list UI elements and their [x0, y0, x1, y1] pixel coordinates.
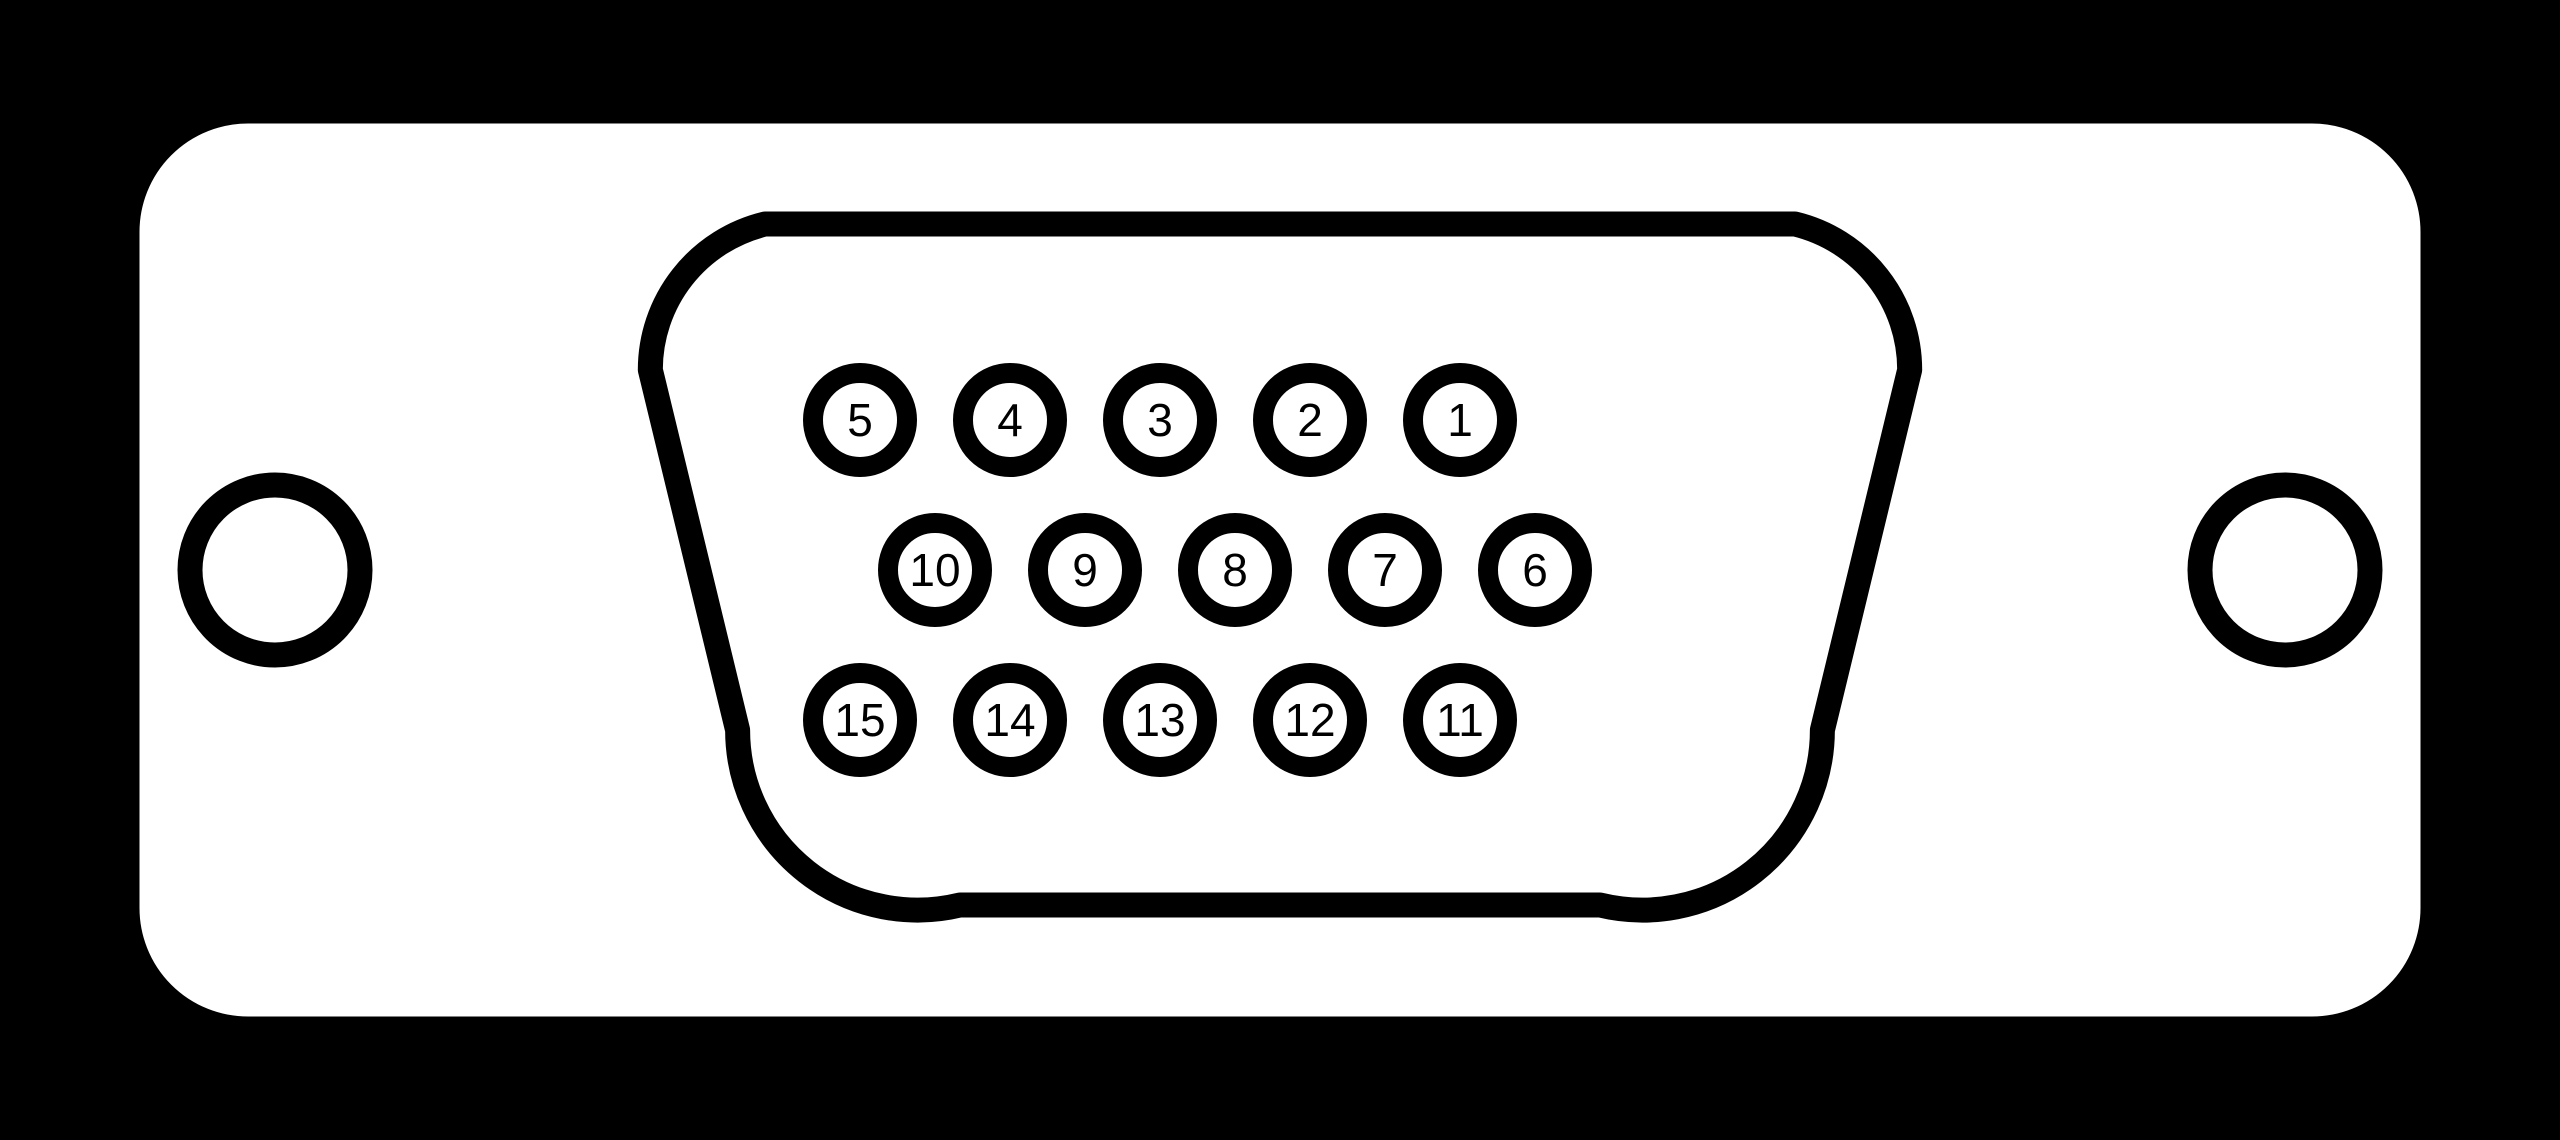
pin-2: 2	[1263, 373, 1357, 467]
pin-10: 10	[888, 523, 982, 617]
pin-9: 9	[1038, 523, 1132, 617]
pin-11-label: 11	[1436, 694, 1484, 746]
pin-11: 11	[1413, 673, 1507, 767]
screw-hole-right	[2200, 485, 2370, 655]
pin-15-label: 15	[834, 694, 885, 746]
pin-8: 8	[1188, 523, 1282, 617]
pin-7-label: 7	[1372, 544, 1398, 596]
pin-5: 5	[813, 373, 907, 467]
pin-1-label: 1	[1447, 394, 1473, 446]
pin-12-label: 12	[1284, 694, 1335, 746]
pin-9-label: 9	[1072, 544, 1098, 596]
pin-14-label: 14	[984, 694, 1035, 746]
pin-6: 6	[1488, 523, 1582, 617]
pin-1: 1	[1413, 373, 1507, 467]
pin-2-label: 2	[1297, 394, 1323, 446]
pin-4-label: 4	[997, 394, 1023, 446]
pin-12: 12	[1263, 673, 1357, 767]
pin-5-label: 5	[847, 394, 873, 446]
pin-13-label: 13	[1134, 694, 1185, 746]
pin-13: 13	[1113, 673, 1207, 767]
pin-14: 14	[963, 673, 1057, 767]
screw-hole-left	[190, 485, 360, 655]
pin-7: 7	[1338, 523, 1432, 617]
pin-10-label: 10	[909, 544, 960, 596]
pin-8-label: 8	[1222, 544, 1248, 596]
vga-connector-diagram: 123456789101112131415	[0, 0, 2560, 1140]
pin-3: 3	[1113, 373, 1207, 467]
pin-6-label: 6	[1522, 544, 1548, 596]
pin-3-label: 3	[1147, 394, 1173, 446]
pin-4: 4	[963, 373, 1057, 467]
pin-15: 15	[813, 673, 907, 767]
